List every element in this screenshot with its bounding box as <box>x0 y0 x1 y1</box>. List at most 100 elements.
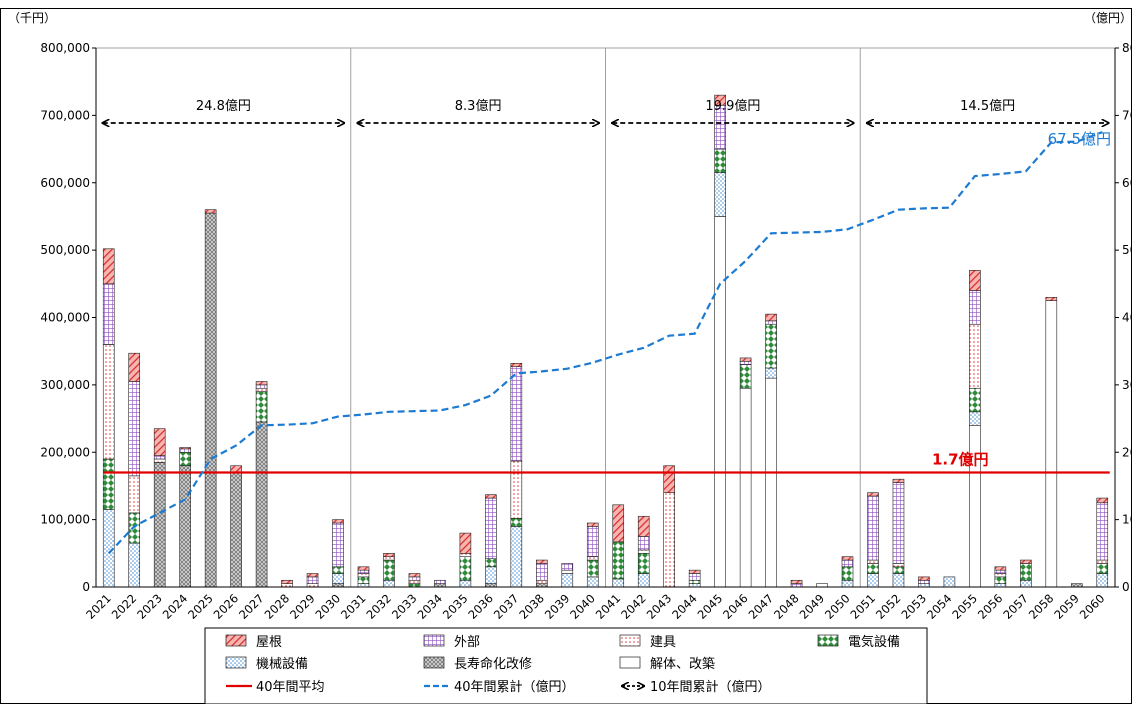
bar-segment <box>434 583 446 588</box>
bar-segment <box>485 494 497 499</box>
bar-segment <box>918 576 930 581</box>
right-tick-label: 50 <box>1122 243 1132 257</box>
bar-segment <box>179 448 191 453</box>
bar-segment <box>1070 583 1083 588</box>
bar-segment <box>765 320 777 325</box>
bar-segment <box>485 583 497 588</box>
bar-segment <box>586 522 599 527</box>
bar-segment <box>128 352 141 382</box>
legend-swatch <box>225 634 247 647</box>
right-tick-label: 70 <box>1122 108 1132 122</box>
bar-segment <box>383 559 395 581</box>
bar-segment <box>765 313 777 322</box>
bar-segment <box>688 579 701 584</box>
bar-segment <box>230 472 242 588</box>
bar-segment <box>969 290 981 325</box>
bar-segment <box>1020 559 1032 564</box>
bar-segment <box>357 566 370 571</box>
bar-segment <box>255 384 268 389</box>
bar-segment <box>153 458 166 463</box>
bar-segment <box>536 579 548 584</box>
bar-segment <box>637 573 650 588</box>
legend-label: 機械設備 <box>256 656 308 672</box>
bar-segment <box>204 212 217 588</box>
bar-segment <box>357 583 370 588</box>
legend-label: 電気設備 <box>848 634 900 650</box>
bar-segment <box>892 482 905 564</box>
bar-segment <box>943 576 956 588</box>
bar-segment <box>306 576 319 584</box>
bar-segment <box>383 556 395 561</box>
bar-segment <box>306 573 319 578</box>
bar-segment <box>153 462 166 588</box>
right-tick-label: 0 <box>1122 580 1130 594</box>
left-tick-label: 500,000 <box>40 243 90 257</box>
bar-segment <box>459 532 472 554</box>
right-axis-unit: （億円） <box>1084 11 1132 25</box>
bar-segment <box>714 94 726 106</box>
bar-segment <box>892 566 905 574</box>
legend-swatch <box>817 634 839 647</box>
bar-segment <box>1045 296 1058 301</box>
right-tick-label: 80 <box>1122 41 1132 55</box>
bar-segment <box>637 536 650 551</box>
legend-swatch <box>423 634 445 647</box>
bar-segment <box>892 478 905 483</box>
bar-segment <box>408 573 421 578</box>
bar-segment <box>867 559 879 564</box>
bar-segment <box>841 579 854 588</box>
bar-segment <box>434 579 446 584</box>
bar-segment <box>663 492 675 588</box>
bar-segment <box>536 583 548 588</box>
legend-label: 40年間平均 <box>256 680 325 695</box>
bar-segment <box>969 270 981 291</box>
bar-segment <box>1020 563 1032 581</box>
bar-segment <box>994 583 1007 588</box>
bar-segment <box>357 569 370 574</box>
bar-segment <box>102 248 115 285</box>
bar-segment <box>459 579 472 588</box>
bar-segment <box>459 556 472 581</box>
decade-label: 8.3億円 <box>455 98 502 114</box>
bar-segment <box>841 559 854 568</box>
bar-segment <box>128 512 141 544</box>
bar-segment <box>102 458 115 510</box>
bar-segment <box>892 563 905 568</box>
bar-segment <box>994 566 1007 571</box>
bar-segment <box>688 573 701 581</box>
left-tick-label: 100,000 <box>40 513 90 527</box>
bar-segment <box>688 583 701 588</box>
legend-label: 長寿命化改修 <box>454 656 532 672</box>
bar-segment <box>179 447 191 450</box>
bar-segment <box>255 421 268 588</box>
left-axis: 0 100,000 200,000 300,000 400,000 500,000 600,… <box>40 41 97 594</box>
bar-segment <box>485 566 497 584</box>
bar-segment <box>1096 563 1109 574</box>
decade-arrows: 24.8億円 8.3億円 19.9億円 14.5億円 <box>103 98 1109 123</box>
bar-segment <box>128 475 141 514</box>
bar-segment <box>892 573 905 588</box>
bar-segment <box>536 559 548 564</box>
cumulative-line <box>107 131 1103 555</box>
bar-segment <box>383 579 395 588</box>
bar-segment <box>994 569 1007 574</box>
legend-swatch <box>225 656 247 669</box>
bar-segment <box>510 526 523 588</box>
bar-segment <box>179 451 191 467</box>
bar-segment <box>357 573 370 578</box>
decade-label: 24.8億円 <box>196 98 251 114</box>
bar-segment <box>1020 579 1032 588</box>
legend-label: 40年間累計（億円） <box>454 679 575 695</box>
average-label: 1.7億円 <box>932 450 989 468</box>
bar-segment <box>790 583 803 588</box>
bar-segment <box>510 460 523 519</box>
bar-segment <box>281 583 293 588</box>
bar-segment <box>739 357 752 362</box>
legend-label: 解体、改築 <box>650 657 715 672</box>
bar-segment <box>765 323 777 369</box>
bar-segment <box>332 566 344 574</box>
legend-box <box>204 627 928 704</box>
left-tick-label: 600,000 <box>40 176 90 190</box>
bar-segment <box>637 515 650 537</box>
bar-segment <box>688 569 701 574</box>
